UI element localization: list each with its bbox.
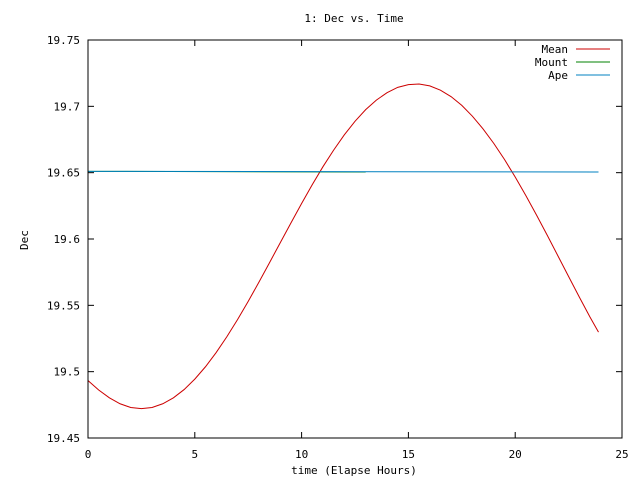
y-tick-label: 19.65	[47, 167, 80, 180]
x-tick-label: 25	[615, 448, 628, 461]
x-tick-label: 0	[85, 448, 92, 461]
x-tick-label: 10	[295, 448, 308, 461]
y-tick-label: 19.7	[54, 100, 81, 113]
y-tick-label: 19.75	[47, 34, 80, 47]
y-tick-label: 19.55	[47, 299, 80, 312]
y-axis-label: Dec	[18, 230, 31, 250]
legend-label-mount: Mount	[535, 56, 568, 69]
chart-title: 1: Dec vs. Time	[304, 12, 403, 25]
x-tick-label: 20	[509, 448, 522, 461]
series-line-mean	[87, 83, 599, 410]
x-axis-label: time (Elapse Hours)	[291, 464, 417, 477]
x-tick-label: 15	[402, 448, 415, 461]
y-tick-label: 19.6	[54, 233, 81, 246]
plot-frame	[87, 39, 623, 439]
series-layer	[87, 83, 599, 410]
legend-label-ape: Ape	[548, 69, 568, 82]
legend-label-mean: Mean	[542, 43, 569, 56]
series-line-ape	[87, 170, 599, 173]
y-tick-label: 19.45	[47, 432, 80, 445]
y-tick-label: 19.5	[54, 366, 81, 379]
axis-ticks: 0 5 10 15 20 25 19.45 19.5 19.55 19.6 19.65 19.7 19.…	[47, 34, 629, 461]
x-tick-label: 5	[191, 448, 198, 461]
